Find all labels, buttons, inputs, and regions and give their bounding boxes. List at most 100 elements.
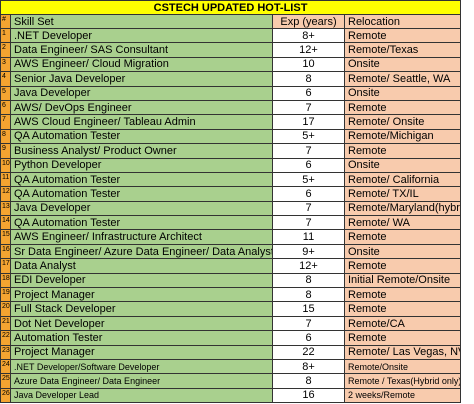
skill-set: QA Automation Tester [10,171,273,188]
relocation: Remote/ Onsite [343,114,462,130]
title-row: CSTECH UPDATED HOT-LIST [0,0,462,15]
experience: 15 [272,301,345,317]
relocation: Remote [343,229,462,245]
experience: 8 [272,373,345,389]
data-row: 3 AWS Engineer/ Cloud Migration 10 Onsite [0,56,462,73]
row-number: 10 [0,157,11,173]
data-row: 18 EDI Developer 8 Initial Remote/Onsite [0,272,462,289]
experience: 7 [272,143,345,159]
experience: 7 [272,315,345,332]
skill-set: Skill Set [10,14,273,29]
experience: Exp (years) [272,14,345,29]
row-number: 19 [0,287,11,303]
skill-set: Data Analyst [10,258,273,274]
skill-set: .NET Developer/Software Developer [10,358,273,375]
experience: 17 [272,114,345,130]
experience: 7 [272,99,345,116]
skill-set: Automation Tester [10,330,273,346]
skill-set: Project Manager [10,344,273,360]
data-row: 2 Data Engineer/ SAS Consultant 12+ Remote/… [0,42,462,58]
row-number: 1 [0,27,11,44]
data-row: 5 Java Developer 6 Onsite [0,85,462,101]
data-row: 23 Project Manager 22 Remote/ Las Vegas, NV [0,344,462,360]
header-row: # Skill Set Exp (years) Relocation [0,14,462,29]
relocation: Remote [343,258,462,274]
relocation: Onsite [343,243,462,260]
skill-set: Data Engineer/ SAS Consultant [10,42,273,58]
skill-set: Business Analyst/ Product Owner [10,143,273,159]
experience: 7 [272,215,345,231]
relocation: Remote [343,287,462,303]
data-row: 12 QA Automation Tester 6 Remote/ TX/IL [0,186,462,202]
data-row: 4 Senior Java Developer 8 Remote/ Seattle, … [0,71,462,87]
experience: 8+ [272,358,345,375]
skill-set: Sr Data Engineer/ Azure Data Engineer/ D… [10,243,273,260]
experience: 16 [272,387,345,404]
skill-set: Java Developer [10,200,273,217]
data-row: 21 Dot Net Developer 7 Remote/CA [0,315,462,332]
skill-set: Dot Net Developer [10,315,273,332]
skill-set: AWS/ DevOps Engineer [10,99,273,116]
row-number: 16 [0,243,11,260]
data-row: 8 QA Automation Tester 5+ Remote/Michigan [0,128,462,145]
row-number: 22 [0,330,11,346]
skill-set: AWS Cloud Engineer/ Tableau Admin [10,114,273,130]
data-row: 22 Automation Tester 6 Remote [0,330,462,346]
row-number: 23 [0,344,11,360]
row-number: 26 [0,387,11,404]
row-number: 5 [0,85,11,101]
experience: 9+ [272,243,345,260]
experience: 5+ [272,128,345,145]
relocation: Remote/ Las Vegas, NV [343,344,462,360]
relocation: Relocation [343,14,462,29]
row-number: 8 [0,128,11,145]
skill-set: AWS Engineer/ Infrastructure Architect [10,229,273,245]
data-row: 9 Business Analyst/ Product Owner 7 Remote [0,143,462,159]
data-row: 19 Project Manager 8 Remote [0,287,462,303]
skill-set: AWS Engineer/ Cloud Migration [10,56,273,73]
sheet-title: CSTECH UPDATED HOT-LIST [0,0,462,15]
row-number: 18 [0,272,11,289]
skill-set: Full Stack Developer [10,301,273,317]
row-number: 17 [0,258,11,274]
relocation: Remote/ Seattle, WA [343,71,462,87]
experience: 8 [272,272,345,289]
data-row: 1 .NET Developer 8+ Remote [0,27,462,44]
row-number: 14 [0,215,11,231]
data-row: 25 Azure Data Engineer/ Data Engineer 8 Rem… [0,373,462,389]
relocation: Remote/ TX/IL [343,186,462,202]
relocation: Remote [343,330,462,346]
experience: 11 [272,229,345,245]
experience: 12+ [272,42,345,58]
experience: 12+ [272,258,345,274]
experience: 7 [272,200,345,217]
relocation: Onsite [343,85,462,101]
row-number: 11 [0,171,11,188]
row-number: 7 [0,114,11,130]
row-number: 2 [0,42,11,58]
experience: 22 [272,344,345,360]
data-row: 10 Python Developer 6 Onsite [0,157,462,173]
row-number: 25 [0,373,11,389]
data-row: 14 QA Automation Tester 7 Remote/ WA [0,215,462,231]
relocation: Remote [343,27,462,44]
row-number: 21 [0,315,11,332]
data-row: 20 Full Stack Developer 15 Remote [0,301,462,317]
relocation: Remote [343,99,462,116]
experience: 6 [272,186,345,202]
experience: 8 [272,71,345,87]
experience: 6 [272,330,345,346]
skill-set: Java Developer [10,85,273,101]
row-number: 15 [0,229,11,245]
relocation: Remote/Michigan [343,128,462,145]
skill-set: Project Manager [10,287,273,303]
data-row: 7 AWS Cloud Engineer/ Tableau Admin 17 Remo… [0,114,462,130]
row-number: # [0,14,11,29]
data-row: 24 .NET Developer/Software Developer 8+ Rem… [0,358,462,375]
experience: 8+ [272,27,345,44]
experience: 5+ [272,171,345,188]
data-row: 26 Java Developer Lead 16 2 weeks/Remote [0,387,462,404]
data-row: 17 Data Analyst 12+ Remote [0,258,462,274]
relocation: Remote [343,301,462,317]
row-number: 4 [0,71,11,87]
